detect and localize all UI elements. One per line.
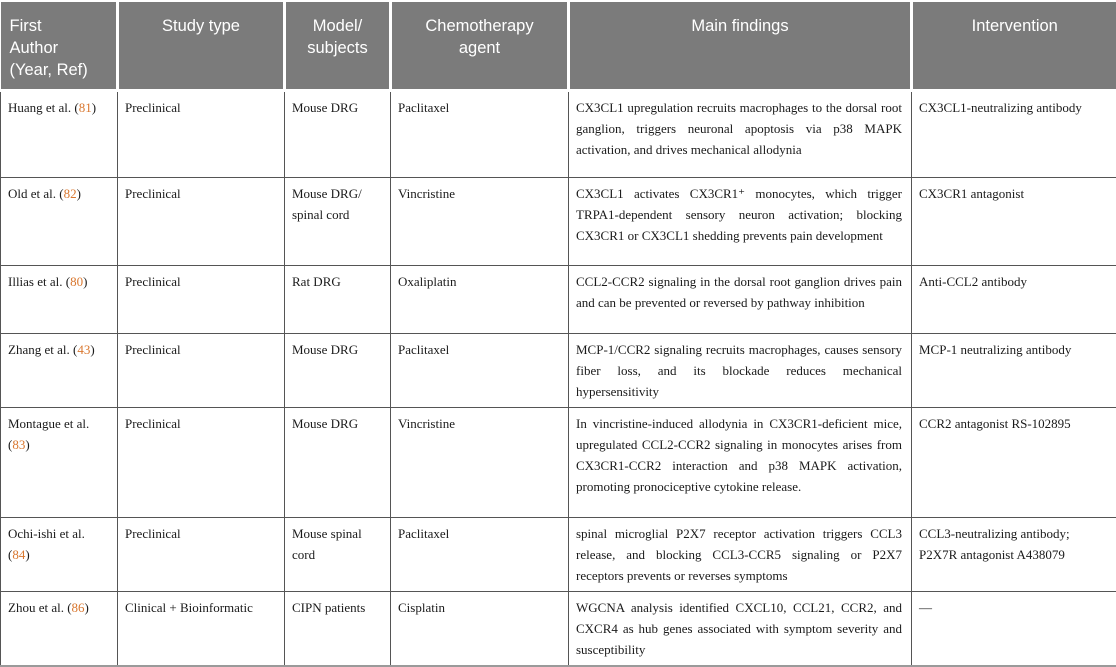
study-type-cell: Preclinical [118,408,285,518]
author-cell: Ochi-ishi et al. (84) [1,518,118,592]
model-cell: Mouse DRG/ spinal cord [285,178,391,266]
column-header-study-type: Study type [118,2,285,91]
findings-cell: spinal microglial P2X7 receptor activati… [569,518,912,592]
header-row: First Author (Year, Ref) Study type Mode… [1,2,1116,91]
author-suffix: ) [25,547,29,562]
column-header-first-author: First Author (Year, Ref) [1,2,118,91]
column-header-main-findings: Main findings [569,2,912,91]
study-type-cell: Preclinical [118,266,285,334]
column-header-label: Model/ subjects [307,17,368,57]
author-cell: Illias et al. (80) [1,266,118,334]
model-cell: CIPN patients [285,592,391,667]
agent-cell: Paclitaxel [391,518,569,592]
table-row: Montague et al. (83) Preclinical Mouse D… [1,408,1116,518]
study-type-cell: Clinical + Bioinformatic [118,592,285,667]
citation-ref-link[interactable]: 43 [77,342,90,357]
author-cell: Old et al. (82) [1,178,118,266]
author-name: Huang et al. ( [8,100,79,115]
table-body: Huang et al. (81) Preclinical Mouse DRG … [1,91,1116,667]
intervention-cell: — [912,592,1116,667]
intervention-cell: CX3CR1 antagonist [912,178,1116,266]
table-row: Zhou et al. (86) Clinical + Bioinformati… [1,592,1116,667]
findings-cell: CCL2-CCR2 signaling in the dorsal root g… [569,266,912,334]
author-suffix: ) [92,100,96,115]
author-name: Illias et al. ( [8,274,70,289]
intervention-cell: CCL3-neutralizing antibody; P2X7R antago… [912,518,1116,592]
author-suffix: ) [90,342,94,357]
column-header-label: Study type [162,17,240,35]
findings-cell: CX3CL1 activates CX3CR1⁺ monocytes, whic… [569,178,912,266]
intervention-cell: MCP-1 neutralizing antibody [912,334,1116,408]
citation-ref-link[interactable]: 86 [72,600,85,615]
findings-cell: MCP-1/CCR2 signaling recruits macrophage… [569,334,912,408]
citation-ref-link[interactable]: 84 [12,547,25,562]
column-header-label: Main findings [691,17,788,35]
model-cell: Mouse DRG [285,408,391,518]
findings-cell: CX3CL1 upregulation recruits macrophages… [569,91,912,178]
model-cell: Mouse spinal cord [285,518,391,592]
author-cell: Zhou et al. (86) [1,592,118,667]
author-suffix: ) [25,437,29,452]
citation-ref-link[interactable]: 80 [70,274,83,289]
model-cell: Mouse DRG [285,91,391,178]
table-row: Zhang et al. (43) Preclinical Mouse DRG … [1,334,1116,408]
agent-cell: Cisplatin [391,592,569,667]
intervention-cell: Anti-CCL2 antibody [912,266,1116,334]
column-header-label: First Author (Year, Ref) [10,17,88,79]
intervention-cell: CCR2 antagonist RS-102895 [912,408,1116,518]
column-header-label: Chemotherapy agent [425,17,533,57]
citation-ref-link[interactable]: 83 [12,437,25,452]
column-header-model-subjects: Model/ subjects [285,2,391,91]
author-name: Zhang et al. ( [8,342,77,357]
author-suffix: ) [85,600,89,615]
table-header: First Author (Year, Ref) Study type Mode… [1,2,1116,91]
author-name: Old et al. ( [8,186,64,201]
author-name: Zhou et al. ( [8,600,72,615]
citation-ref-link[interactable]: 81 [79,100,92,115]
findings-cell: In vincristine-induced allodynia in CX3C… [569,408,912,518]
table-row: Old et al. (82) Preclinical Mouse DRG/ s… [1,178,1116,266]
citation-ref-link[interactable]: 82 [64,186,77,201]
findings-cell: WGCNA analysis identified CXCL10, CCL21,… [569,592,912,667]
column-header-label: Intervention [972,17,1058,35]
agent-cell: Paclitaxel [391,91,569,178]
model-cell: Mouse DRG [285,334,391,408]
table-row: Huang et al. (81) Preclinical Mouse DRG … [1,91,1116,178]
agent-cell: Oxaliplatin [391,266,569,334]
model-cell: Rat DRG [285,266,391,334]
study-type-cell: Preclinical [118,91,285,178]
column-header-chemotherapy-agent: Chemotherapy agent [391,2,569,91]
author-cell: Montague et al. (83) [1,408,118,518]
agent-cell: Vincristine [391,408,569,518]
author-suffix: ) [77,186,81,201]
agent-cell: Paclitaxel [391,334,569,408]
study-type-cell: Preclinical [118,518,285,592]
intervention-cell: CX3CL1-neutralizing antibody [912,91,1116,178]
study-type-cell: Preclinical [118,334,285,408]
agent-cell: Vincristine [391,178,569,266]
table-row: Illias et al. (80) Preclinical Rat DRG O… [1,266,1116,334]
author-cell: Huang et al. (81) [1,91,118,178]
table-row: Ochi-ishi et al. (84) Preclinical Mouse … [1,518,1116,592]
author-suffix: ) [83,274,87,289]
column-header-intervention: Intervention [912,2,1116,91]
study-type-cell: Preclinical [118,178,285,266]
author-cell: Zhang et al. (43) [1,334,118,408]
